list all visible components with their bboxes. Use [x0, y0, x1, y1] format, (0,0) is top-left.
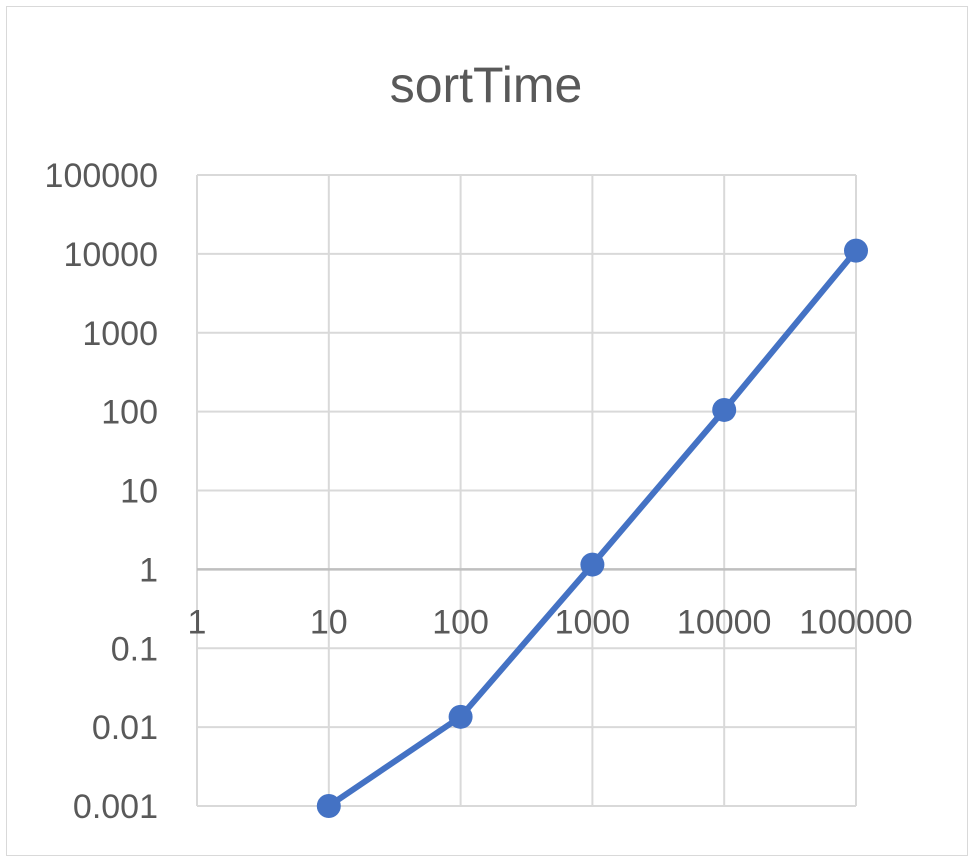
y-axis-ticks: 100000 10000 1000 100 10 1 0.1 0.01 0.001 [45, 157, 158, 826]
x-tick-label: 1 [188, 603, 207, 641]
y-tick-label: 0.001 [73, 788, 158, 826]
chart-frame [6, 6, 968, 856]
y-tick-label: 100000 [45, 157, 158, 195]
data-point [316, 794, 341, 818]
y-tick-label: 0.1 [111, 630, 158, 668]
y-tick-label: 0.01 [92, 709, 158, 747]
x-tick-label: 1000 [555, 603, 631, 641]
x-tick-label: 100000 [799, 603, 912, 641]
series-layer [316, 238, 868, 818]
y-tick-label: 1 [139, 551, 158, 589]
data-point [580, 552, 605, 577]
data-point [712, 397, 737, 422]
x-tick-label: 10 [310, 603, 348, 641]
y-tick-label: 1000 [82, 315, 158, 353]
x-tick-label: 100 [432, 603, 489, 641]
x-tick-label: 10000 [677, 603, 772, 641]
chart-title: sortTime [390, 57, 583, 113]
y-tick-label: 100 [101, 394, 158, 432]
gridlines [196, 174, 857, 807]
data-point [448, 704, 473, 729]
y-tick-label: 10 [120, 473, 158, 511]
data-point [844, 238, 868, 263]
y-tick-label: 10000 [63, 236, 158, 274]
x-axis-ticks: 1 10 100 1000 10000 100000 [188, 603, 913, 641]
